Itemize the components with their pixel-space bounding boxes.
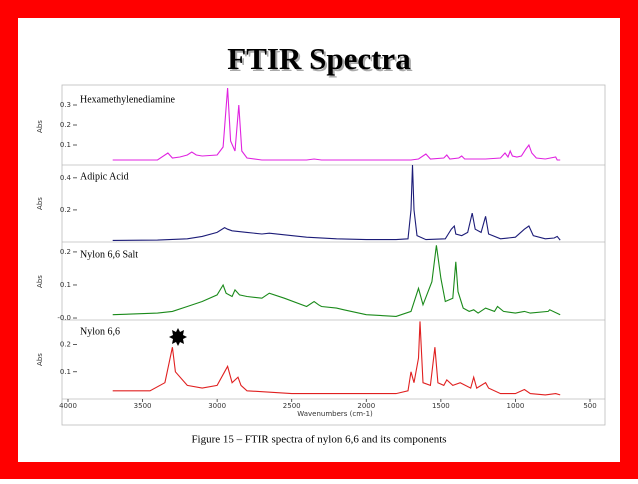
y-tick-label: 0.4 bbox=[60, 174, 72, 182]
spectrum-line bbox=[112, 245, 561, 317]
chart-frame bbox=[61, 84, 606, 426]
title-shadow: FTIR Spectra bbox=[229, 43, 413, 78]
peak-marker bbox=[169, 328, 187, 346]
spectrum-line bbox=[112, 164, 561, 241]
caption: Figure 15 – FTIR spectra of nylon 6,6 an… bbox=[191, 434, 446, 446]
x-tick-label: 500 bbox=[583, 402, 596, 410]
x-tick-label: 1000 bbox=[507, 402, 525, 410]
spectrum-line bbox=[112, 87, 561, 161]
y-tick-label: 0.3 bbox=[60, 101, 71, 109]
y-axis-label: Abs bbox=[36, 353, 44, 366]
y-axis-label: Abs bbox=[36, 197, 44, 210]
x-tick-label: 4000 bbox=[59, 402, 77, 410]
panel-title: Adipic Acid bbox=[80, 171, 129, 182]
panel-title: Nylon 6,6 Salt bbox=[80, 249, 138, 260]
y-tick-label: 0.1 bbox=[60, 368, 71, 376]
panel-title: Nylon 6,6 bbox=[80, 326, 120, 337]
x-axis-label: Wavenumbers (cm-1) bbox=[297, 410, 373, 418]
y-tick-label: -0.0 bbox=[57, 314, 71, 322]
y-tick-label: 0.2 bbox=[60, 248, 71, 256]
slide-title: FTIR Spectra bbox=[227, 41, 411, 76]
y-tick-label: 0.2 bbox=[60, 341, 71, 349]
x-tick-label: 1500 bbox=[432, 402, 450, 410]
y-tick-label: 0.2 bbox=[60, 121, 71, 129]
y-tick-label: 0.2 bbox=[60, 206, 71, 214]
y-tick-label: 0.1 bbox=[60, 281, 71, 289]
spectrum-line bbox=[112, 321, 561, 396]
x-tick-label: 3000 bbox=[208, 402, 226, 410]
x-tick-label: 2000 bbox=[357, 402, 375, 410]
x-tick-label: 2500 bbox=[283, 402, 301, 410]
y-tick-label: 0.1 bbox=[60, 141, 71, 149]
y-axis-label: Abs bbox=[36, 120, 44, 133]
panel-title: Hexamethylenediamine bbox=[80, 94, 176, 105]
x-tick-label: 3500 bbox=[134, 402, 152, 410]
y-axis-label: Abs bbox=[36, 275, 44, 288]
